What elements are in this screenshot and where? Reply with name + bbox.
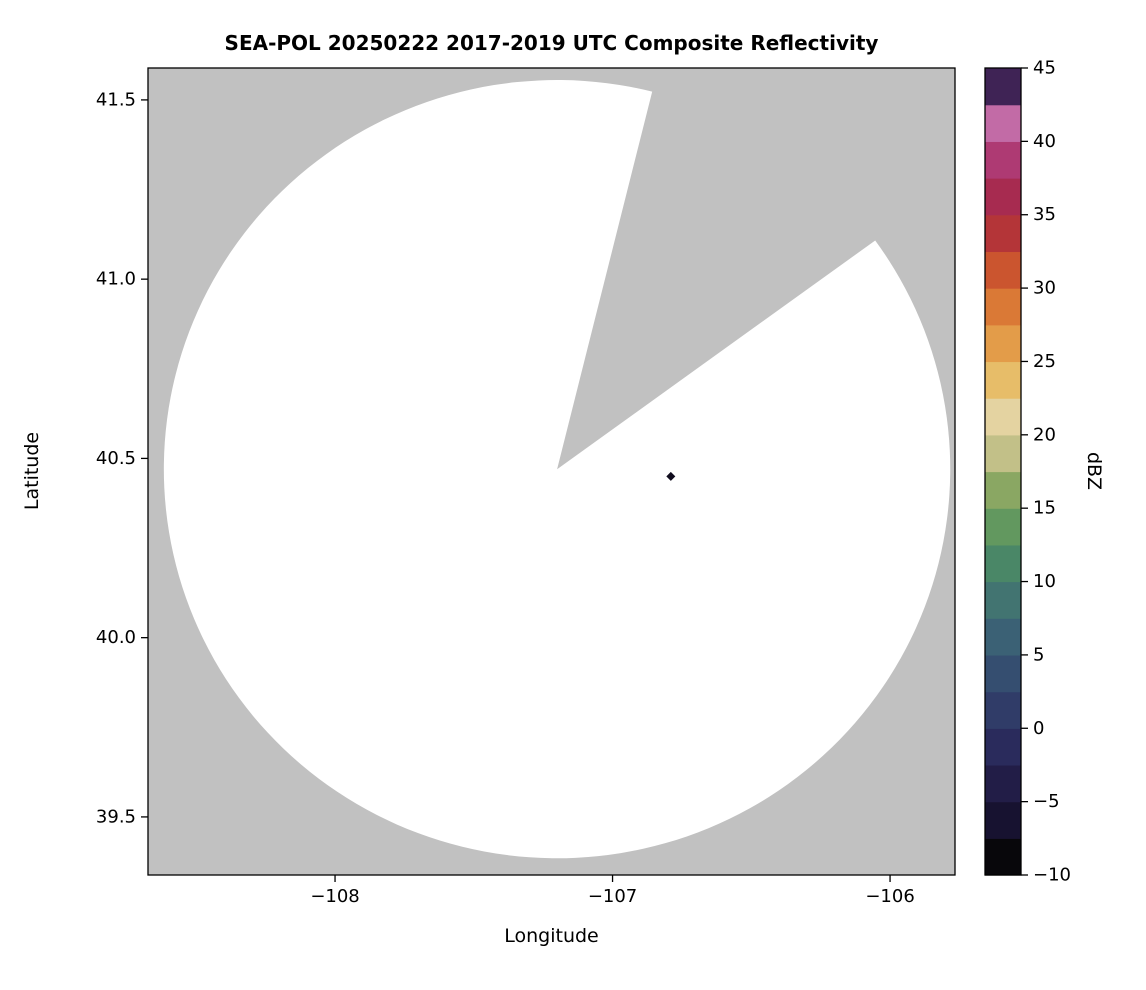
x-tick-label: −106 <box>865 886 914 907</box>
colorbar-band <box>985 324 1021 363</box>
colorbar-band <box>985 251 1021 289</box>
colorbar-band <box>985 178 1021 216</box>
colorbar-band <box>985 728 1021 766</box>
colorbar-band <box>985 104 1021 142</box>
colorbar-band <box>985 434 1021 473</box>
colorbar-label: dBZ <box>1083 451 1105 491</box>
colorbar-band <box>985 801 1021 839</box>
plot-border <box>147 67 956 876</box>
radar-coverage-area <box>163 80 951 859</box>
x-tick-label: −107 <box>588 886 637 907</box>
colorbar-tick-label: 5 <box>1033 644 1044 665</box>
colorbar-tick-label: −5 <box>1033 791 1060 812</box>
y-axis-label: Latitude <box>21 431 43 511</box>
colorbar-band <box>985 471 1021 509</box>
colorbar-band <box>985 838 1021 876</box>
colorbar-band <box>985 508 1021 546</box>
colorbar-band <box>985 68 1021 106</box>
chart-title: SEA-POL 20250222 2017-2019 UTC Composite… <box>224 31 879 55</box>
colorbar-band <box>985 214 1021 253</box>
colorbar-outline <box>984 67 1022 876</box>
x-axis-label: Longitude <box>504 925 599 947</box>
colorbar-band <box>985 141 1021 179</box>
y-tick-label: 41.5 <box>96 89 136 110</box>
colorbar-tick-label: 25 <box>1033 351 1056 372</box>
colorbar-tick-label: 15 <box>1033 498 1056 519</box>
echo-marker <box>666 471 676 481</box>
colorbar-tick-label: 0 <box>1033 718 1044 739</box>
colorbar-tick-label: −10 <box>1033 865 1071 886</box>
colorbar-band <box>985 618 1021 656</box>
colorbar-tick-label: 10 <box>1033 571 1056 592</box>
colorbar-tick-label: 35 <box>1033 204 1056 225</box>
colorbar-band <box>985 361 1021 399</box>
colorbar-tick-label: 30 <box>1033 278 1056 299</box>
colorbar-band <box>985 764 1021 803</box>
colorbar-band <box>985 581 1021 619</box>
y-tick-label: 39.5 <box>96 806 136 827</box>
y-tick-label: 41.0 <box>96 269 136 290</box>
colorbar-band <box>985 398 1021 436</box>
colorbar-tick-label: 40 <box>1033 131 1056 152</box>
x-tick-label: −108 <box>310 886 359 907</box>
colorbar-tick-label: 45 <box>1033 58 1056 79</box>
colorbar-band <box>985 691 1021 729</box>
colorbar-tick-label: 20 <box>1033 424 1056 445</box>
y-tick-label: 40.5 <box>96 448 136 469</box>
y-tick-label: 40.0 <box>96 627 136 648</box>
colorbar-band <box>985 654 1021 693</box>
plot-clip-group <box>163 80 951 859</box>
colorbar-band <box>985 288 1021 326</box>
colorbar-band <box>985 544 1021 583</box>
